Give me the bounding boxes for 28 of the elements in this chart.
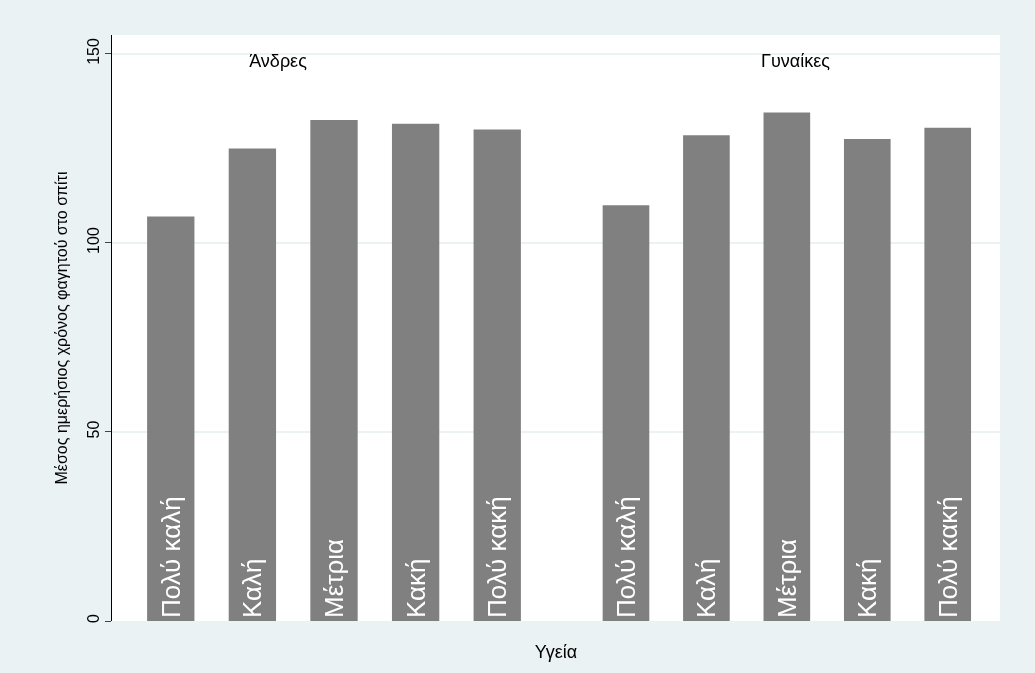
y-tick-label: 50 [84, 420, 102, 439]
y-tick-label: 100 [84, 227, 102, 254]
text: Γυναίκες [761, 51, 831, 72]
bar [602, 205, 650, 621]
bar [763, 112, 811, 621]
y-axis-title: Μέσος ημερήσιος χρόνος φαγητού στο σπίτι [53, 171, 71, 485]
x-tick-label: Κακή [852, 558, 883, 618]
y-tick-label: 150 [84, 38, 102, 65]
y-tick-label: 0 [84, 614, 102, 624]
bar [228, 148, 277, 621]
x-tick-label: Κακή [400, 558, 431, 618]
text: Άνδρες [249, 51, 308, 72]
x-tick-label: Πολύ καλή [155, 496, 186, 618]
bar [924, 127, 972, 621]
x-tick-label: Καλή [237, 558, 268, 618]
bar [473, 129, 521, 621]
x-axis-title: Υγεία [533, 642, 579, 663]
bar [843, 138, 891, 621]
x-tick-label: Μέτρια [319, 538, 349, 618]
x-tick-label: Πολύ κακή [482, 496, 513, 618]
bar [683, 135, 730, 621]
x-tick-label: Καλή [691, 558, 722, 618]
bar [147, 216, 195, 621]
x-tick-label: Πολύ καλή [610, 496, 641, 618]
bar [310, 120, 358, 621]
x-tick-label: Μέτρια [771, 538, 802, 618]
x-tick-label: Πολύ κακή [932, 496, 963, 618]
bar [391, 123, 440, 621]
